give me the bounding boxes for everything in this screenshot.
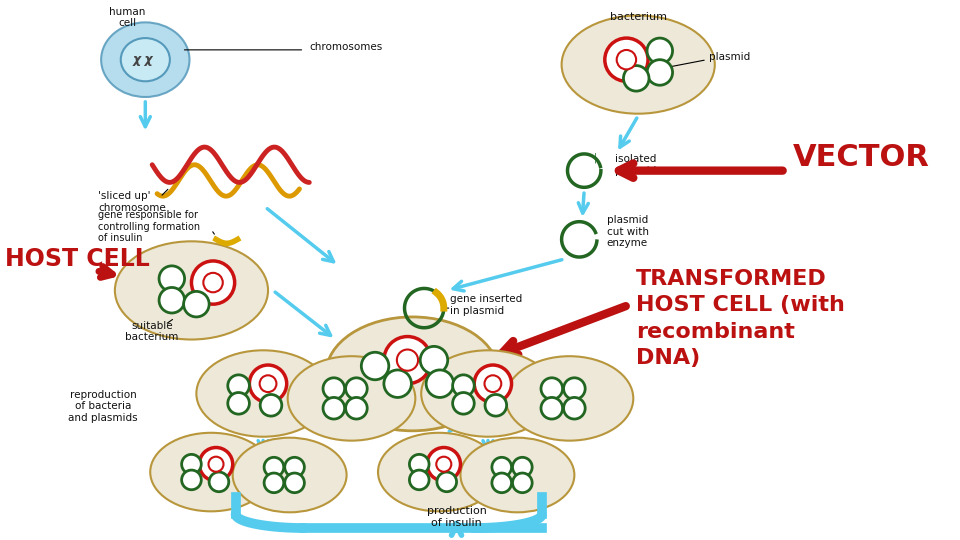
Text: human
cell: human cell: [109, 6, 146, 28]
Ellipse shape: [121, 38, 170, 82]
Text: reproduction
of bacteria
and plasmids: reproduction of bacteria and plasmids: [68, 390, 138, 423]
Ellipse shape: [436, 457, 451, 472]
Ellipse shape: [541, 397, 563, 419]
Ellipse shape: [326, 317, 499, 431]
Ellipse shape: [323, 397, 345, 419]
Ellipse shape: [285, 473, 304, 492]
Text: gene responsible for
controlling formation
of insulin: gene responsible for controlling formati…: [98, 210, 201, 243]
Text: 'sliced up'
chromosome: 'sliced up' chromosome: [98, 191, 166, 213]
Ellipse shape: [506, 356, 634, 441]
Ellipse shape: [564, 378, 586, 400]
Ellipse shape: [492, 457, 512, 477]
Text: plasmid: plasmid: [708, 52, 750, 62]
Ellipse shape: [426, 370, 454, 397]
Ellipse shape: [378, 433, 500, 511]
Text: chromosomes: chromosomes: [309, 42, 382, 52]
Ellipse shape: [361, 352, 389, 380]
Ellipse shape: [452, 375, 474, 396]
Ellipse shape: [323, 378, 345, 400]
Ellipse shape: [183, 292, 209, 317]
Ellipse shape: [208, 457, 224, 472]
Ellipse shape: [485, 375, 501, 392]
Ellipse shape: [647, 60, 673, 85]
Ellipse shape: [616, 50, 636, 70]
Ellipse shape: [181, 470, 202, 490]
Text: plasmid with gene
inserted in bacterium: plasmid with gene inserted in bacterium: [489, 366, 594, 388]
Ellipse shape: [264, 473, 284, 492]
Ellipse shape: [204, 273, 223, 292]
Text: TRANSFORMED
HOST CELL (with
recombinant
DNA): TRANSFORMED HOST CELL (with recombinant …: [636, 269, 845, 368]
Ellipse shape: [191, 261, 234, 304]
Ellipse shape: [647, 38, 673, 64]
Text: production
of insulin: production of insulin: [426, 507, 487, 528]
Ellipse shape: [209, 472, 228, 492]
Ellipse shape: [384, 370, 412, 397]
Ellipse shape: [564, 397, 586, 419]
Ellipse shape: [420, 346, 447, 374]
Ellipse shape: [181, 454, 202, 474]
Ellipse shape: [101, 22, 189, 97]
Ellipse shape: [562, 16, 715, 114]
Ellipse shape: [250, 365, 287, 402]
Text: isolated
plasmid: isolated plasmid: [614, 154, 656, 176]
Ellipse shape: [474, 365, 512, 402]
Ellipse shape: [346, 378, 368, 400]
Ellipse shape: [492, 473, 512, 492]
Text: χ χ: χ χ: [133, 53, 154, 66]
Ellipse shape: [115, 241, 268, 340]
Ellipse shape: [288, 356, 416, 441]
Text: plasmid
cut with
enzyme: plasmid cut with enzyme: [607, 215, 649, 248]
Ellipse shape: [346, 397, 368, 419]
Text: gene inserted
in plasmid: gene inserted in plasmid: [449, 294, 522, 316]
Ellipse shape: [427, 448, 461, 481]
Ellipse shape: [384, 336, 431, 384]
Ellipse shape: [513, 457, 532, 477]
Text: |: |: [594, 153, 597, 163]
Ellipse shape: [485, 395, 507, 416]
Ellipse shape: [285, 457, 304, 477]
Ellipse shape: [200, 448, 232, 481]
Ellipse shape: [437, 472, 457, 492]
Ellipse shape: [159, 266, 184, 292]
Text: VECTOR: VECTOR: [793, 143, 930, 172]
Text: suitable
bacterium: suitable bacterium: [126, 321, 179, 342]
Ellipse shape: [260, 395, 282, 416]
Ellipse shape: [264, 457, 284, 477]
Ellipse shape: [513, 473, 532, 492]
Ellipse shape: [421, 350, 555, 437]
Text: bacterium: bacterium: [610, 12, 666, 23]
Ellipse shape: [150, 433, 272, 511]
Ellipse shape: [461, 438, 574, 512]
Ellipse shape: [159, 287, 184, 313]
Ellipse shape: [452, 393, 474, 414]
Ellipse shape: [228, 375, 250, 396]
Ellipse shape: [232, 438, 347, 512]
Ellipse shape: [409, 470, 429, 490]
Text: HOST CELL: HOST CELL: [5, 247, 150, 271]
Ellipse shape: [623, 65, 649, 91]
Ellipse shape: [259, 375, 276, 392]
Ellipse shape: [409, 454, 429, 474]
Ellipse shape: [396, 349, 418, 371]
Ellipse shape: [605, 38, 648, 82]
Ellipse shape: [197, 350, 330, 437]
Ellipse shape: [541, 378, 563, 400]
Ellipse shape: [228, 393, 250, 414]
